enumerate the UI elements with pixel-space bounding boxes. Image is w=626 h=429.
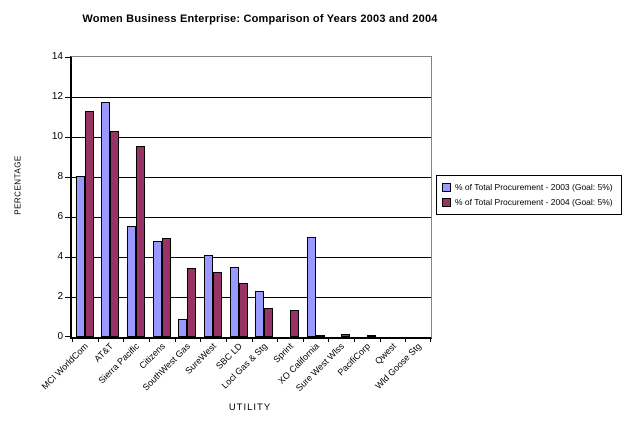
bar	[187, 268, 196, 337]
gridline	[72, 177, 431, 178]
y-tick-label: 4	[57, 251, 63, 262]
x-axis-tick	[405, 338, 406, 342]
x-axis-tick	[123, 338, 124, 342]
y-axis-tick	[65, 177, 70, 178]
legend: % of Total Procurement - 2003 (Goal: 5%)…	[436, 175, 622, 215]
plot-area	[65, 56, 432, 342]
y-axis-tick	[65, 57, 70, 58]
gridline	[72, 217, 431, 218]
x-axis-title: UTILITY	[228, 402, 272, 413]
bar	[307, 237, 316, 337]
bar	[153, 241, 162, 337]
x-axis-tick	[72, 338, 73, 342]
bar	[204, 255, 213, 337]
bar	[290, 310, 299, 337]
y-axis-tick	[65, 137, 70, 138]
x-axis-tick	[175, 338, 176, 342]
y-axis-tick	[65, 257, 70, 258]
legend-item: % of Total Procurement - 2004 (Goal: 5%)	[437, 197, 621, 208]
bar	[213, 272, 222, 337]
legend-label: % of Total Procurement - 2003 (Goal: 5%)	[455, 181, 613, 192]
y-axis-labels: 0 2 4 6 8 10 12 14	[0, 52, 63, 342]
legend-swatch-2003	[442, 182, 451, 192]
legend-item: % of Total Procurement - 2003 (Goal: 5%)	[437, 181, 621, 192]
gridline	[72, 297, 431, 298]
x-category-label: Sprint	[271, 341, 296, 365]
bar	[110, 131, 119, 337]
bar	[127, 226, 136, 337]
gridline	[72, 97, 431, 98]
y-tick-label: 6	[57, 211, 63, 222]
bar	[255, 291, 264, 337]
y-axis-tick	[65, 97, 70, 98]
x-axis-tick	[277, 338, 278, 342]
y-tick-label: 10	[51, 131, 63, 142]
legend-label: % of Total Procurement - 2004 (Goal: 5%)	[455, 197, 613, 208]
x-axis-tick	[328, 338, 329, 342]
bar	[136, 146, 145, 337]
x-category-label: Locl Gas & Stg	[219, 341, 270, 391]
y-axis-tick	[65, 336, 70, 337]
x-axis-tick	[98, 338, 99, 342]
bar	[85, 111, 94, 337]
x-category-label: AT&T	[92, 341, 116, 364]
gridline	[72, 137, 431, 138]
x-axis-tick	[303, 338, 304, 342]
bar	[178, 319, 187, 337]
bar	[341, 334, 350, 337]
x-axis-tick	[226, 338, 227, 342]
x-axis-tick	[354, 338, 355, 342]
x-axis-tick	[200, 338, 201, 342]
chart-title: Women Business Enterprise: Comparison of…	[82, 13, 438, 25]
bar	[367, 335, 376, 337]
bar	[239, 283, 248, 337]
y-tick-label: 0	[57, 331, 63, 342]
gridline	[72, 257, 431, 258]
x-axis-tick	[380, 338, 381, 342]
bar	[162, 238, 171, 337]
x-axis-tick	[430, 338, 431, 342]
y-axis-tick	[65, 217, 70, 218]
bar	[316, 335, 325, 337]
y-tick-label: 14	[51, 51, 63, 62]
bar	[76, 176, 85, 337]
y-tick-label: 12	[51, 91, 63, 102]
x-axis-tick	[252, 338, 253, 342]
y-axis-tick	[65, 297, 70, 298]
x-axis-tick	[149, 338, 150, 342]
x-axis-labels: MCI WorldCom AT&T Sierra Pacific Citizens So…	[40, 341, 429, 411]
bar	[101, 102, 110, 337]
x-category-label: MCI WorldCom	[39, 341, 91, 392]
bar	[230, 267, 239, 337]
y-tick-label: 8	[57, 171, 63, 182]
x-category-label: Wld Goose Stg	[373, 341, 424, 391]
y-tick-label: 2	[57, 291, 63, 302]
bar	[264, 308, 273, 337]
legend-swatch-2004	[442, 198, 451, 208]
